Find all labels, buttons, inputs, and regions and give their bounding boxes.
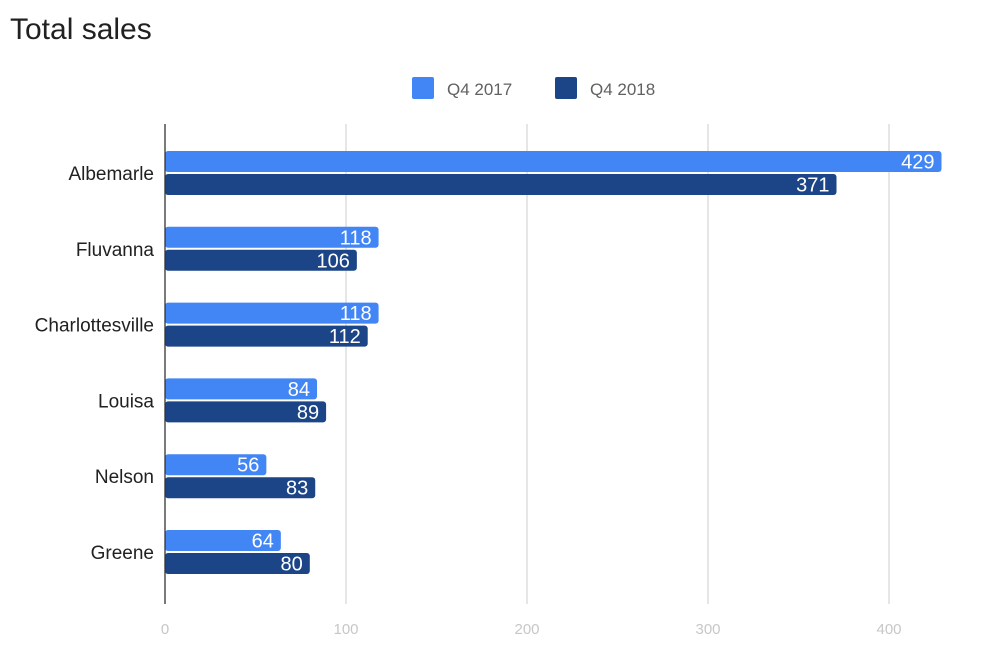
chart-title: Total sales: [10, 13, 152, 46]
legend-label: Q4 2017: [447, 80, 512, 99]
data-label: 429: [901, 152, 934, 174]
category-label: Louisa: [98, 391, 154, 412]
legend: Q4 2017 Q4 2018: [412, 77, 655, 99]
bar-fluvanna-q4-2018: [165, 249, 357, 271]
data-label: 80: [281, 554, 303, 576]
category-label: Charlottesville: [35, 316, 154, 337]
bar-greene-q4-2017: [165, 530, 281, 551]
x-tick-label: 400: [876, 621, 901, 638]
bar-louisa-q4-2018: [165, 401, 327, 423]
axes: 0 100 200 300 400 Albemarle Fluvanna Charlottes…: [35, 124, 902, 638]
bar-nelson-q4-2018: [165, 477, 316, 499]
bar-fluvanna-q4-2017: [165, 226, 379, 248]
x-tick-label: 0: [161, 621, 169, 638]
bar-louisa-q4-2017: [165, 378, 318, 400]
bar-albemarle-q4-2018: [165, 174, 837, 195]
bar-charlottesville-q4-2018: [165, 325, 368, 347]
data-label: 118: [340, 303, 372, 325]
legend-label: Q4 2018: [590, 80, 655, 99]
bar-charlottesville-q4-2017: [165, 302, 379, 324]
data-label: 64: [252, 531, 274, 553]
data-label: 112: [329, 326, 361, 348]
data-label: 106: [316, 250, 349, 272]
legend-swatch: [555, 77, 577, 99]
gridlines: [345, 124, 890, 604]
x-tick-label: 200: [514, 621, 539, 638]
category-label: Fluvanna: [76, 240, 155, 261]
data-label: 56: [237, 455, 259, 477]
bar-nelson-q4-2017: [165, 454, 267, 476]
data-label: 118: [340, 227, 372, 249]
data-label: 84: [288, 379, 310, 401]
bar-greene-q4-2018: [165, 553, 310, 574]
legend-swatch: [412, 77, 434, 99]
category-label: Albemarle: [68, 164, 154, 185]
data-label: 371: [796, 175, 829, 197]
data-label: 89: [297, 402, 319, 424]
x-tick-label: 100: [333, 621, 358, 638]
bar-albemarle-q4-2017: [165, 151, 942, 172]
x-tick-label: 300: [695, 621, 720, 638]
data-label: 83: [286, 478, 308, 500]
category-label: Nelson: [95, 467, 154, 488]
category-label: Greene: [91, 543, 154, 564]
